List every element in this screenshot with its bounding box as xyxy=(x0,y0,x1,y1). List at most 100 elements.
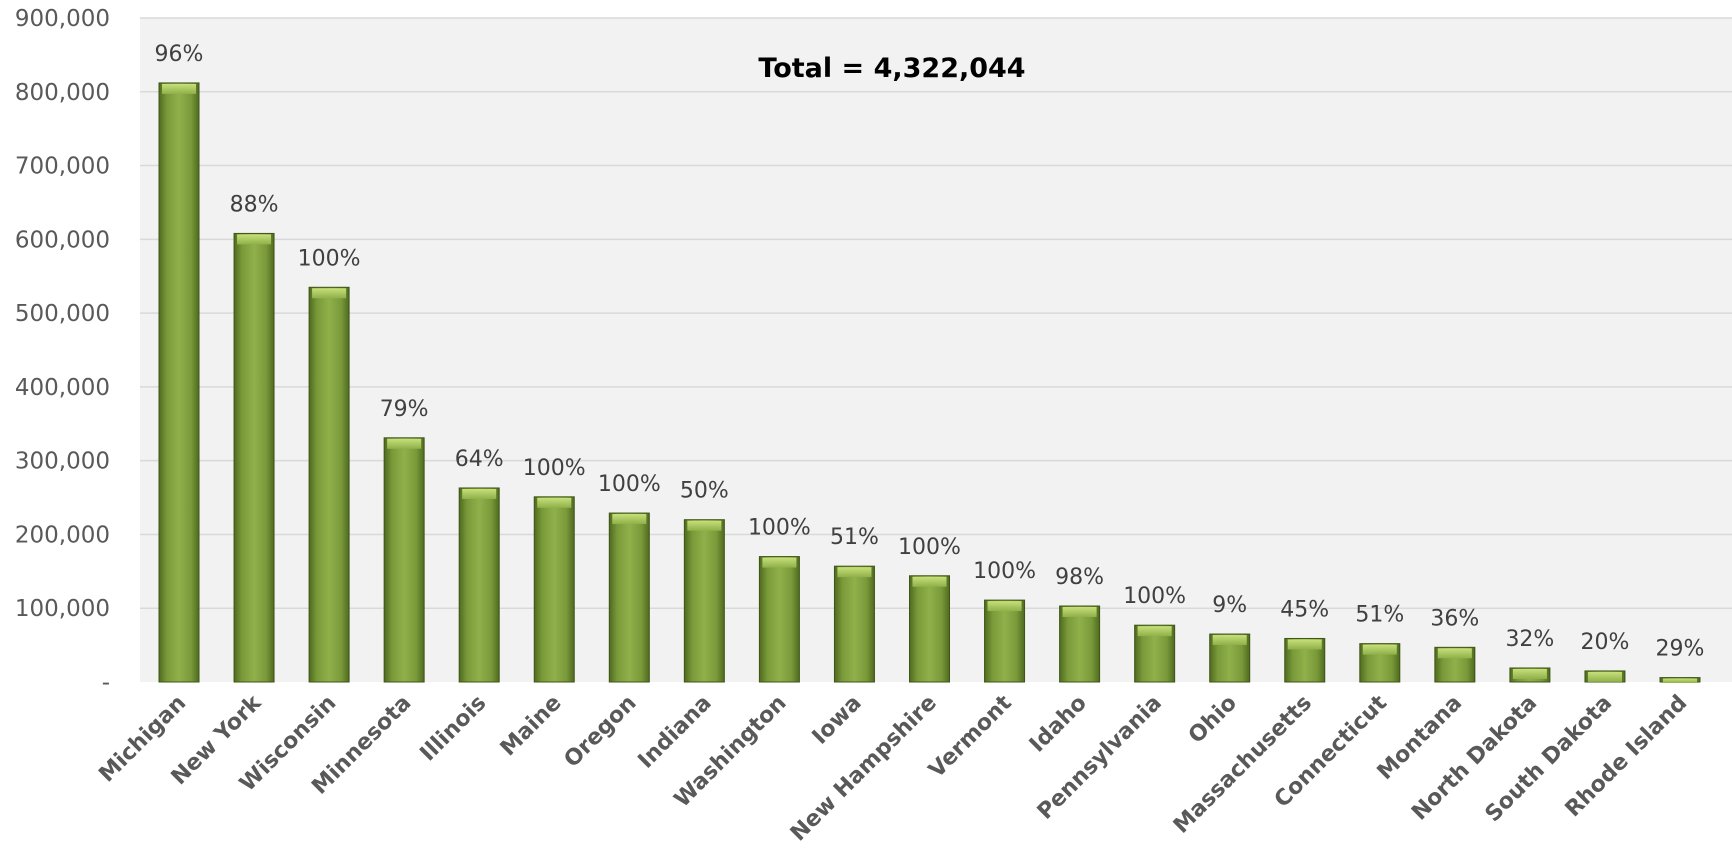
bar xyxy=(533,496,575,683)
bar-body xyxy=(1059,605,1101,683)
y-tick-label: - xyxy=(102,670,110,696)
data-label: 98% xyxy=(1055,565,1104,590)
y-tick-label: 800,000 xyxy=(15,80,110,106)
x-tick-label: South Dakota xyxy=(1481,691,1618,828)
y-axis: - 100,000 200,000 300,000 400,000 500,000 600,… xyxy=(15,6,110,696)
bar-cap xyxy=(1362,644,1397,655)
bar-body xyxy=(608,512,650,683)
bar-cap xyxy=(1512,668,1547,679)
bar-body xyxy=(458,487,500,683)
bar-body xyxy=(909,575,950,683)
x-tick-label: Maine xyxy=(496,691,567,762)
bar-body xyxy=(533,496,575,683)
bar xyxy=(909,575,950,683)
bar xyxy=(1134,624,1176,683)
bar xyxy=(1209,633,1251,683)
bar xyxy=(1509,667,1551,683)
x-tick-label: Iowa xyxy=(808,691,867,750)
data-label: 51% xyxy=(830,525,879,550)
bar-cap xyxy=(162,83,196,94)
bar-cap xyxy=(912,576,947,587)
bar-body xyxy=(233,232,275,683)
bar-cap xyxy=(462,488,497,499)
data-label: 20% xyxy=(1580,630,1629,655)
y-tick-label: 500,000 xyxy=(15,301,110,327)
x-tick-label: North Dakota xyxy=(1407,691,1542,826)
bar-body xyxy=(984,599,1026,683)
data-label: 100% xyxy=(898,535,961,560)
x-tick-label: Vermont xyxy=(924,690,1017,783)
bar-cap xyxy=(312,288,347,299)
bar xyxy=(158,82,200,683)
bar-body xyxy=(833,565,875,683)
bar xyxy=(608,512,650,683)
bar-cap xyxy=(1437,648,1472,659)
y-tick-label: 100,000 xyxy=(15,596,110,622)
bar-cap xyxy=(1212,635,1247,646)
x-tick-label: Illinois xyxy=(416,691,492,767)
data-labels: 96% 88% 100% 79% 64% 100% 100% 50% 100% 51% 100% 10… xyxy=(155,42,1705,662)
y-tick-label: 600,000 xyxy=(15,227,110,253)
x-tick-label: Massachusetts xyxy=(1169,691,1317,839)
data-label: 100% xyxy=(298,246,361,271)
bar-cap xyxy=(387,438,422,449)
data-label: 64% xyxy=(455,447,504,472)
bar xyxy=(984,599,1026,683)
bar xyxy=(383,437,425,683)
bar xyxy=(233,232,275,683)
bar xyxy=(833,565,875,683)
bar-cap xyxy=(1587,671,1622,682)
bar xyxy=(458,487,500,683)
y-tick-label: 300,000 xyxy=(15,449,110,475)
bar-body xyxy=(308,286,350,683)
data-label: 79% xyxy=(380,397,429,422)
data-label: 100% xyxy=(598,472,661,497)
bar-body xyxy=(683,519,725,683)
y-tick-label: 900,000 xyxy=(15,6,110,32)
bar-cap xyxy=(537,497,572,508)
bar-body xyxy=(758,556,800,683)
bar-cap xyxy=(237,234,272,245)
x-tick-label: Oregon xyxy=(560,691,642,773)
bar xyxy=(1359,643,1401,683)
x-tick-label: New Hampshire xyxy=(786,691,942,847)
bar-cap xyxy=(687,520,722,531)
data-label: 36% xyxy=(1430,606,1479,631)
data-label: 100% xyxy=(748,516,811,541)
bar xyxy=(1059,605,1101,683)
bars xyxy=(158,82,1701,683)
x-tick-label: Ohio xyxy=(1184,691,1242,749)
data-label: 100% xyxy=(1123,584,1186,609)
bar xyxy=(1659,677,1701,683)
data-label: 45% xyxy=(1280,597,1329,622)
bar-cap xyxy=(762,557,797,568)
data-label: 32% xyxy=(1505,627,1554,652)
bar xyxy=(1584,670,1626,683)
data-label: 100% xyxy=(523,456,586,481)
x-tick-label: Idaho xyxy=(1025,691,1092,758)
data-label: 9% xyxy=(1212,593,1247,618)
bar xyxy=(308,286,350,683)
bar-cap xyxy=(837,567,872,578)
bar-cap xyxy=(1663,678,1697,683)
total-annotation: Total = 4,322,044 xyxy=(758,53,1025,84)
bar-body xyxy=(383,437,425,683)
data-label: 29% xyxy=(1656,637,1705,662)
bar xyxy=(758,556,800,683)
bar xyxy=(1434,646,1476,683)
bar-cap xyxy=(987,601,1022,612)
data-label: 96% xyxy=(155,42,204,67)
bar-cap xyxy=(1137,626,1172,637)
y-tick-label: 700,000 xyxy=(15,154,110,180)
bar-cap xyxy=(612,514,647,525)
data-label: 51% xyxy=(1355,603,1404,628)
bar-body xyxy=(158,82,200,683)
bar xyxy=(1284,637,1326,683)
bar-cap xyxy=(1287,639,1322,650)
data-label: 88% xyxy=(230,192,279,217)
y-tick-label: 400,000 xyxy=(15,375,110,401)
bar xyxy=(683,519,725,683)
data-label: 100% xyxy=(973,559,1036,584)
